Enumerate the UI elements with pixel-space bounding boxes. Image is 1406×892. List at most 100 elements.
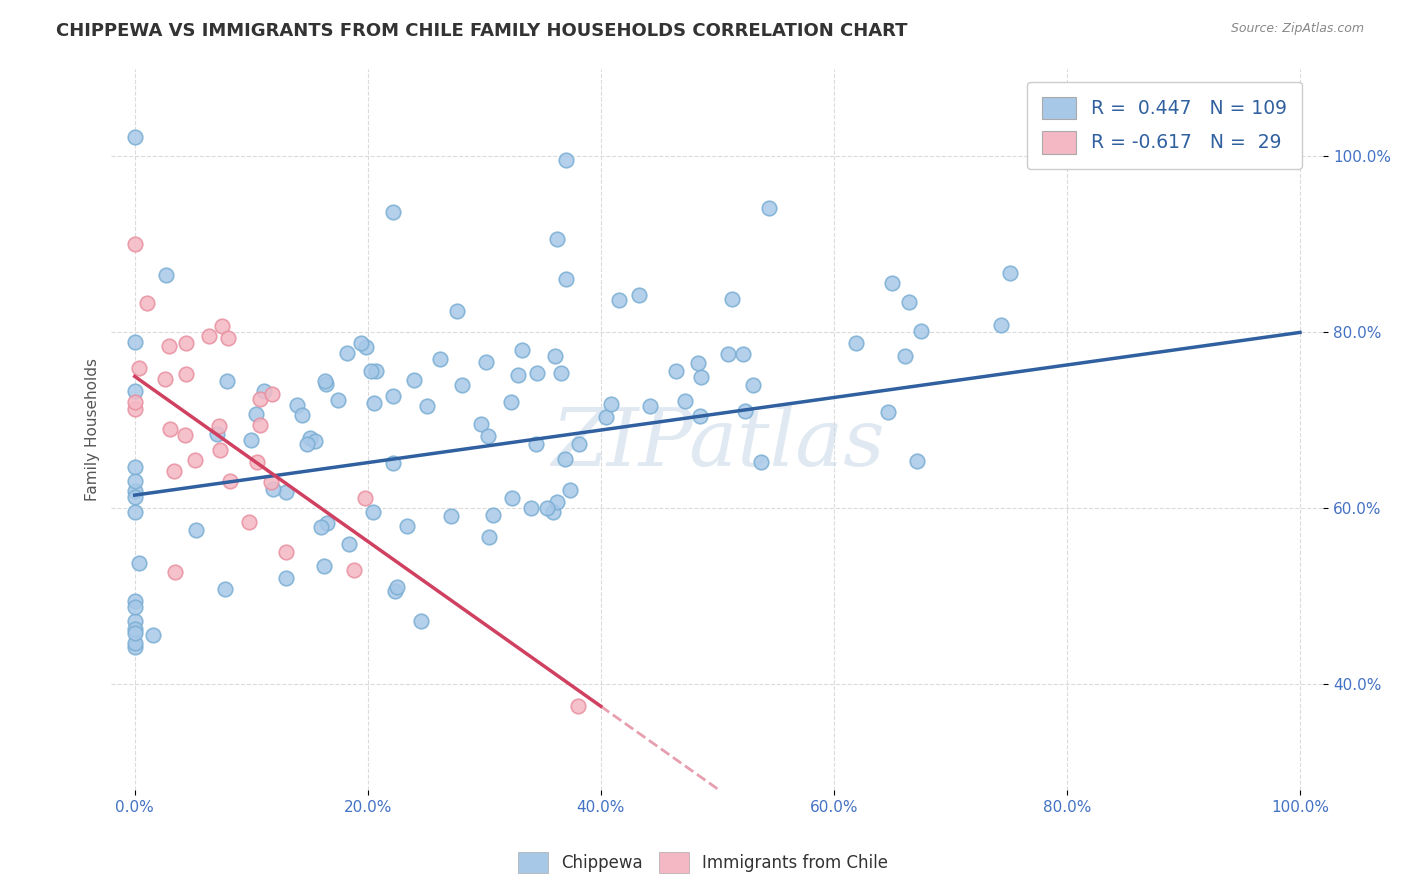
Point — [721, 292, 744, 306]
Point — [555, 272, 578, 286]
Point — [124, 625, 146, 640]
Point — [205, 427, 228, 442]
Point — [240, 433, 263, 447]
Point — [567, 699, 589, 714]
Point — [253, 384, 276, 399]
Point — [364, 363, 387, 377]
Point — [749, 455, 772, 469]
Point — [673, 393, 696, 408]
Point — [384, 583, 406, 598]
Point — [1000, 266, 1022, 280]
Text: Source: ZipAtlas.com: Source: ZipAtlas.com — [1230, 22, 1364, 36]
Point — [607, 293, 630, 307]
Point — [184, 453, 207, 467]
Point — [315, 377, 337, 392]
Point — [124, 640, 146, 655]
Point — [429, 351, 451, 366]
Point — [246, 455, 269, 469]
Point — [595, 410, 617, 425]
Point — [174, 428, 197, 442]
Point — [274, 485, 297, 500]
Point — [163, 565, 186, 579]
Point — [499, 394, 522, 409]
Point — [128, 360, 150, 375]
Point — [336, 345, 359, 359]
Point — [285, 398, 308, 412]
Point — [124, 614, 146, 628]
Point — [409, 615, 432, 629]
Point — [295, 437, 318, 451]
Point — [734, 403, 756, 417]
Point — [260, 386, 283, 401]
Point — [385, 580, 408, 594]
Point — [211, 319, 233, 334]
Point — [124, 334, 146, 349]
Point — [686, 356, 709, 370]
Point — [845, 336, 868, 351]
Point — [477, 429, 499, 443]
Point — [520, 501, 543, 516]
Point — [314, 374, 336, 388]
Point — [510, 343, 533, 357]
Point — [733, 347, 755, 361]
Point — [381, 456, 404, 470]
Point — [163, 464, 186, 478]
Text: CHIPPEWA VS IMMIGRANTS FROM CHILE FAMILY HOUSEHOLDS CORRELATION CHART: CHIPPEWA VS IMMIGRANTS FROM CHILE FAMILY… — [56, 22, 908, 40]
Point — [198, 328, 221, 343]
Point — [124, 491, 146, 505]
Point — [159, 339, 181, 353]
Point — [742, 378, 765, 392]
Point — [546, 494, 568, 508]
Point — [124, 237, 146, 252]
Point — [291, 408, 314, 422]
Point — [337, 537, 360, 551]
Point — [124, 600, 146, 615]
Point — [905, 454, 928, 468]
Point — [526, 366, 548, 380]
Point — [142, 628, 165, 642]
Point — [124, 594, 146, 608]
Point — [124, 394, 146, 409]
Point — [363, 396, 385, 410]
Point — [689, 370, 711, 384]
Point — [174, 367, 197, 381]
Point — [524, 437, 547, 451]
Point — [547, 232, 569, 246]
Point — [475, 355, 498, 369]
Point — [536, 501, 558, 516]
Point — [482, 508, 505, 523]
Point — [186, 523, 208, 537]
Point — [910, 324, 932, 338]
Point — [260, 475, 283, 489]
Point — [416, 400, 439, 414]
Point — [249, 392, 271, 407]
Point — [304, 434, 326, 448]
Text: ZIPatlas: ZIPatlas — [551, 405, 884, 483]
Point — [124, 475, 146, 489]
Legend: Chippewa, Immigrants from Chile: Chippewa, Immigrants from Chile — [510, 846, 896, 880]
Point — [217, 375, 239, 389]
Point — [274, 571, 297, 585]
Point — [124, 129, 146, 144]
Point — [555, 153, 578, 167]
Point — [245, 407, 267, 421]
Point — [439, 509, 461, 524]
Point — [395, 519, 418, 533]
Point — [124, 459, 146, 474]
Point — [128, 556, 150, 570]
Point — [470, 417, 492, 431]
Point — [446, 303, 468, 318]
Point — [350, 335, 373, 350]
Point — [550, 366, 572, 380]
Point — [209, 442, 232, 457]
Point — [124, 483, 146, 498]
Point — [717, 347, 740, 361]
Point — [628, 288, 651, 302]
Point — [544, 349, 567, 363]
Point — [354, 340, 377, 354]
Point — [689, 409, 711, 423]
Point — [880, 276, 903, 290]
Point — [124, 505, 146, 519]
Point — [343, 563, 366, 577]
Point — [893, 349, 915, 363]
